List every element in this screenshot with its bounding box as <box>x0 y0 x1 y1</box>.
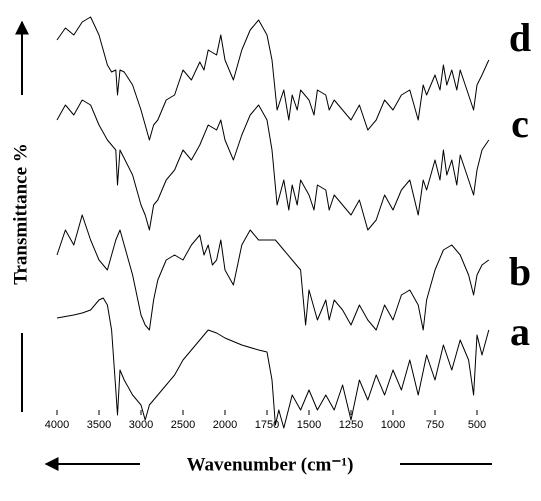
y-axis-label: Transmittance % <box>10 143 31 285</box>
spectrum-line <box>56 214 490 331</box>
spectrum-line <box>56 99 490 231</box>
x-tick-label: 2000 <box>213 419 237 431</box>
x-tick-label: 1500 <box>297 419 321 431</box>
x-tick-label: 1000 <box>381 419 405 431</box>
x-axis-label: Wavenumber (cm⁻¹) <box>187 454 354 475</box>
x-tick-label: 750 <box>426 419 444 431</box>
x-tick-label: 1250 <box>339 419 363 431</box>
series-label: c <box>511 101 529 146</box>
series-label: d <box>509 15 531 60</box>
series-label: a <box>510 309 530 354</box>
x-tick-label: 3000 <box>129 419 153 431</box>
spectrum-line <box>56 297 490 429</box>
x-tick-label: 3500 <box>87 419 111 431</box>
series-label: b <box>509 249 531 294</box>
x-tick-label: 2500 <box>171 419 195 431</box>
x-tick-label: 4000 <box>45 419 69 431</box>
x-tick-label: 1750 <box>255 419 279 431</box>
spectrum-line <box>56 16 490 141</box>
x-tick-label: 500 <box>468 419 486 431</box>
